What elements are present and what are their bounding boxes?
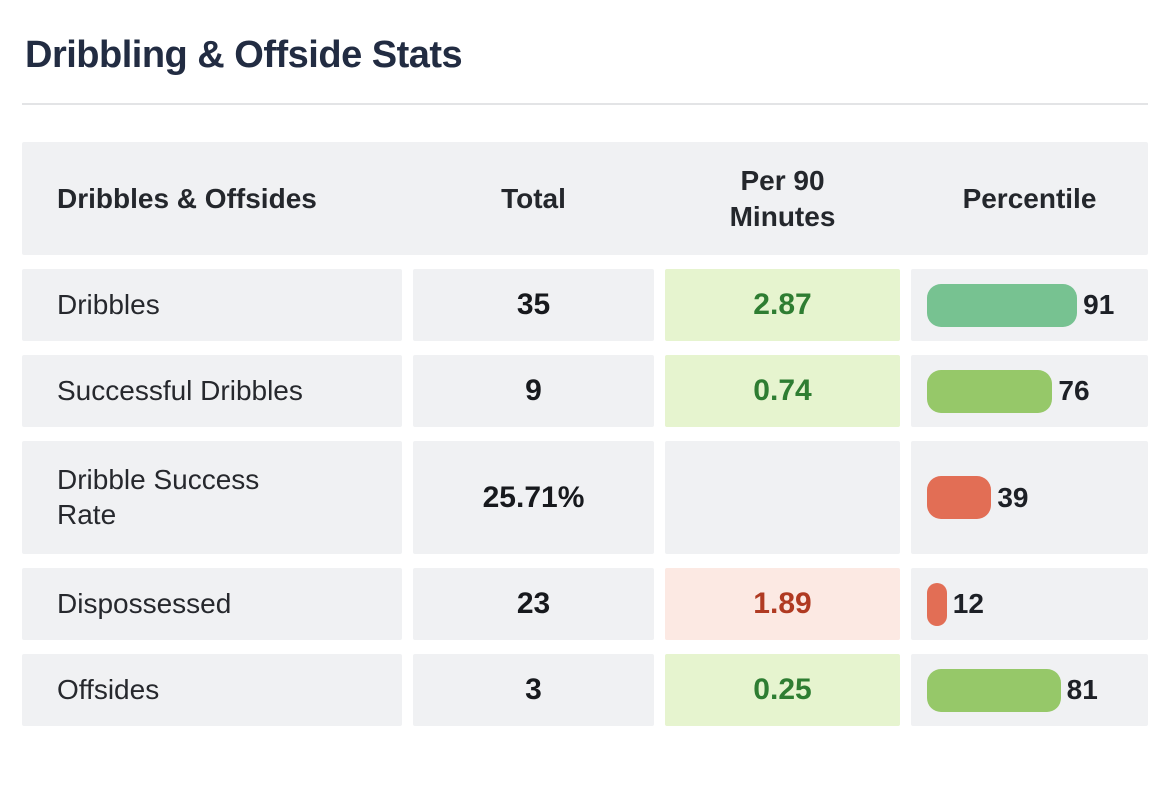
percentile-bar: [927, 283, 1078, 327]
header-cell-total: Total: [501, 182, 566, 214]
metric-label: Offsides: [22, 654, 402, 726]
percentile-bar: [927, 668, 1061, 712]
header-cell-metric: Dribbles & Offsides: [57, 182, 317, 214]
percentile-cell: 39: [911, 441, 1148, 554]
percentile-cell: 76: [911, 355, 1148, 427]
percentile-value: 91: [1083, 289, 1115, 320]
total-value: 35: [413, 269, 654, 341]
stats-section: Dribbling & Offside Stats Dribbles & Off…: [0, 34, 1170, 726]
percentile-cell: 91: [911, 269, 1148, 341]
per90-value: 1.89: [665, 568, 900, 640]
per90-value-empty: [665, 441, 900, 554]
percentile-bar: [927, 369, 1053, 413]
total-value: 23: [413, 568, 654, 640]
total-value: 3: [413, 654, 654, 726]
metric-label: Dribble Success Rate: [22, 441, 402, 554]
header-cell-per90: Per 90 Minutes: [729, 164, 836, 232]
per90-value: 0.25: [665, 654, 900, 726]
percentile-value: 76: [1058, 375, 1090, 406]
metric-label: Dispossessed: [22, 568, 402, 640]
total-value: 9: [413, 355, 654, 427]
header-cell-percentile: Percentile: [962, 182, 1097, 214]
percentile-bar: [927, 582, 947, 626]
table-header: Dribbles & Offsides Total Per 90 Minutes…: [22, 142, 1148, 255]
table-body: Dribbles 35 2.87 91 Successful Dribbles …: [22, 269, 1148, 726]
metric-label: Dribbles: [22, 269, 402, 341]
percentile-value: 12: [952, 588, 984, 619]
per90-value: 2.87: [665, 269, 900, 341]
percentile-cell: 12: [911, 568, 1148, 640]
percentile-value: 39: [997, 481, 1029, 513]
total-value: 25.71%: [413, 441, 654, 554]
page-title: Dribbling & Offside Stats: [25, 34, 463, 76]
percentile-value: 81: [1066, 674, 1098, 705]
stats-table: Dribbles & Offsides Total Per 90 Minutes…: [22, 142, 1148, 726]
divider: [22, 103, 1148, 105]
per90-value: 0.74: [665, 355, 900, 427]
metric-label: Successful Dribbles: [22, 355, 402, 427]
percentile-bar: [927, 476, 992, 519]
percentile-cell: 81: [911, 654, 1148, 726]
